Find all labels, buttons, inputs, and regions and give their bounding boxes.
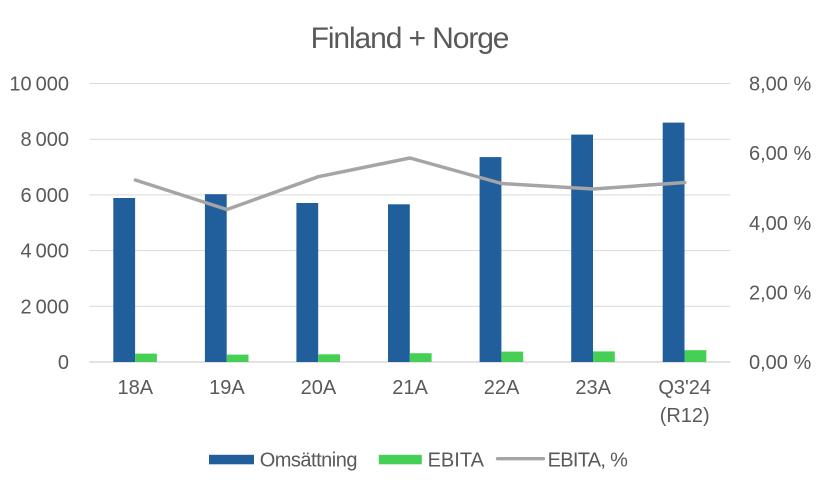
svg-text:2 000: 2 000 [21,296,70,318]
svg-text:Omsättning: Omsättning [260,450,357,472]
svg-text:Finland + Norge: Finland + Norge [311,22,509,55]
svg-text:0: 0 [58,352,69,374]
svg-text:2,00 %: 2,00 % [749,282,811,304]
svg-text:EBITA: EBITA [428,450,485,472]
svg-text:8,00 %: 8,00 % [749,74,811,96]
svg-text:19A: 19A [209,377,245,399]
svg-text:22A: 22A [484,377,520,399]
svg-text:4 000: 4 000 [21,241,70,263]
svg-text:21A: 21A [392,377,428,399]
svg-text:23A: 23A [575,377,611,399]
svg-text:4,00 %: 4,00 % [749,213,811,235]
svg-text:Q3'24: Q3'24 [658,377,711,399]
svg-text:18A: 18A [118,377,154,399]
svg-text:10 000: 10 000 [9,74,69,96]
svg-text:6,00 %: 6,00 % [749,143,811,165]
svg-text:8 000: 8 000 [21,129,70,151]
svg-text:(R12): (R12) [660,405,710,427]
svg-text:6 000: 6 000 [21,185,70,207]
svg-text:20A: 20A [301,377,337,399]
svg-text:0,00 %: 0,00 % [749,352,811,374]
svg-text:EBITA, %: EBITA, % [548,450,629,472]
